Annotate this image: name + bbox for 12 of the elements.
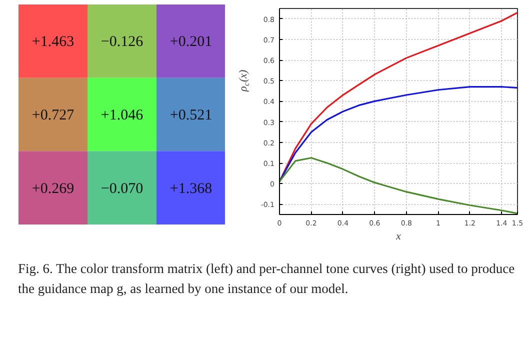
x-axis-title: x bbox=[395, 230, 402, 242]
data-label: +1.046 bbox=[100, 108, 144, 124]
data-label: +1.368 bbox=[170, 180, 212, 197]
data-label: −0.070 bbox=[100, 180, 144, 197]
caption: Fig. 6. The color transform matrix (left) and per-channel tone curves (right) used to produce the guidance map g, as learned by one instance of our model. bbox=[18, 260, 516, 298]
y-axis-title: ρc(x) bbox=[238, 69, 251, 92]
data-label: +0.727 bbox=[32, 108, 75, 124]
data-label: +0.521 bbox=[170, 108, 212, 124]
data-label: +1.463 bbox=[32, 34, 74, 50]
data-label: +0.269 bbox=[32, 180, 74, 197]
data-label: +0.201 bbox=[170, 34, 212, 50]
data-label: −0.126 bbox=[100, 34, 144, 50]
